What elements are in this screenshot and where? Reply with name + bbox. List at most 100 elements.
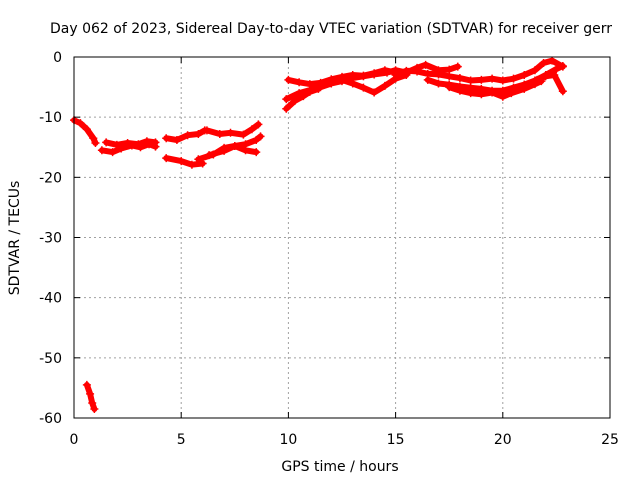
data-point: [239, 130, 248, 139]
data-point: [402, 66, 411, 75]
series-line: [83, 381, 98, 412]
data-point: [509, 74, 518, 83]
data-point: [413, 67, 422, 76]
y-tick-label: -30: [39, 231, 62, 247]
data-point: [327, 75, 336, 84]
data-point: [172, 136, 181, 145]
chart-title: Day 062 of 2023, Sidereal Day-to-day VTE…: [50, 21, 612, 37]
data-point: [305, 80, 314, 89]
data-point: [215, 130, 224, 139]
data-point: [370, 88, 379, 97]
data-point: [550, 71, 559, 80]
data-point: [445, 83, 454, 92]
data-point: [380, 81, 389, 90]
data-point: [380, 66, 389, 75]
y-tick-label: -60: [39, 411, 62, 427]
data-point: [151, 138, 160, 147]
data-point: [552, 65, 561, 74]
data-point: [162, 134, 171, 143]
data-point: [183, 131, 192, 140]
data-point: [539, 59, 548, 68]
series-arc-b: [82, 380, 99, 413]
data-point: [134, 140, 143, 149]
series-arc-f: [162, 154, 207, 169]
data-point: [434, 79, 443, 88]
data-point: [123, 139, 132, 148]
data-point: [90, 404, 99, 413]
data-point: [520, 71, 529, 80]
data-point: [295, 78, 304, 87]
data-point: [488, 74, 497, 83]
data-point: [445, 72, 454, 81]
series-arc-n: [391, 56, 567, 85]
data-point: [97, 146, 106, 155]
x-tick-label: 0: [70, 432, 79, 448]
y-axis-label: SDTVAR / TECUs: [7, 181, 23, 296]
data-point: [520, 84, 529, 93]
data-point: [541, 72, 550, 81]
y-tick-label: 0: [53, 50, 62, 66]
data-point: [558, 87, 567, 96]
y-tick-label: -40: [39, 291, 62, 307]
data-point: [86, 389, 95, 398]
series-arc-h: [202, 120, 263, 139]
data-point: [91, 139, 100, 148]
data-series: [70, 56, 567, 413]
data-point: [434, 70, 443, 79]
data-point: [316, 78, 325, 87]
data-point: [338, 75, 346, 84]
axis-ticks: 0 5 10 15 20 25 0 -10 -20 -30 -40 -50 -60: [39, 50, 619, 448]
data-point: [284, 75, 293, 84]
data-point: [455, 74, 464, 83]
y-tick-label: -20: [39, 170, 62, 186]
data-point: [108, 148, 117, 157]
data-point: [102, 138, 111, 147]
data-point: [82, 125, 91, 134]
data-point: [241, 140, 250, 149]
data-point: [359, 71, 368, 80]
data-point: [194, 130, 203, 139]
x-tick-label: 15: [387, 432, 405, 448]
data-point: [507, 89, 516, 98]
data-point: [252, 148, 261, 157]
data-point: [282, 104, 291, 113]
x-axis-label: GPS time / hours: [281, 459, 398, 475]
data-point: [187, 160, 196, 169]
data-point: [220, 146, 229, 155]
data-point: [391, 71, 400, 80]
data-point: [359, 83, 368, 92]
series-arc-e: [162, 126, 209, 145]
data-point: [466, 89, 475, 98]
data-point: [477, 90, 486, 99]
data-point: [348, 71, 357, 80]
data-point: [202, 126, 211, 135]
x-tick-label: 10: [279, 432, 297, 448]
data-point: [421, 60, 430, 69]
data-point: [247, 125, 256, 134]
data-point: [256, 132, 265, 141]
series-arc-q: [533, 71, 567, 96]
data-point: [88, 398, 97, 407]
data-point: [498, 92, 507, 101]
data-point: [466, 76, 475, 85]
data-point: [423, 75, 432, 84]
data-point: [455, 86, 464, 95]
data-point: [488, 88, 497, 97]
data-point: [477, 75, 486, 84]
data-point: [112, 140, 121, 149]
data-point: [162, 154, 171, 163]
data-point: [558, 62, 567, 71]
data-point: [82, 380, 91, 389]
series-line: [163, 155, 206, 168]
data-point: [254, 120, 263, 129]
x-tick-label: 20: [494, 432, 512, 448]
data-point: [295, 89, 304, 98]
data-point: [194, 155, 203, 164]
data-point: [370, 69, 379, 78]
data-point: [533, 75, 542, 84]
data-point: [142, 137, 151, 146]
data-point: [177, 157, 186, 166]
y-tick-label: -50: [39, 351, 62, 367]
series-arc-i: [205, 132, 265, 160]
